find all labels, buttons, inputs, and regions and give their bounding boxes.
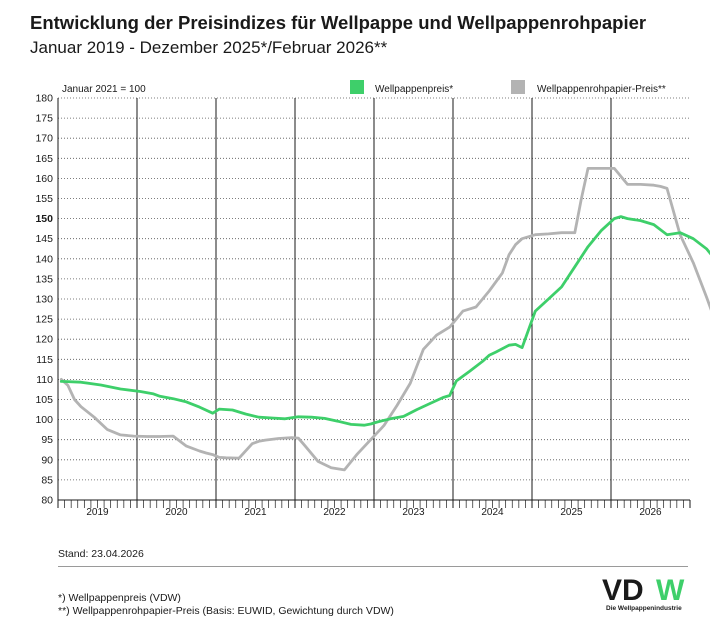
y-tick-label: 80 [41, 495, 53, 507]
x-tick-label: 2020 [165, 507, 188, 518]
y-tick-label: 140 [35, 253, 53, 265]
y-tick-label: 125 [35, 314, 53, 326]
series-line-rohpapier [59, 166, 710, 472]
y-tick-label: 180 [35, 93, 53, 105]
legend-label: Wellpappenrohpapier-Preis** [537, 84, 666, 95]
y-tick-label: 145 [35, 233, 53, 245]
divider [58, 566, 688, 567]
x-tick-label: 2019 [86, 507, 109, 518]
y-tick-label: 110 [36, 374, 53, 386]
x-tick-label: 2025 [560, 507, 583, 518]
legend-label: Wellpappenpreis* [375, 84, 453, 95]
legend-swatch [350, 80, 364, 94]
legend-swatch [511, 80, 525, 94]
y-tick-label: 95 [41, 434, 53, 446]
y-tick-label: 105 [35, 394, 53, 406]
y-tick-label: 100 [35, 414, 53, 426]
y-tick-label: 120 [35, 334, 53, 346]
line-chart: 80 85 90 95 100 105 110 115 120 125 130 135 140 145 15… [35, 80, 710, 518]
y-tick-label: 155 [35, 193, 53, 205]
footnote-wellpappenpreis: *) Wellpappenpreis (VDW) [58, 592, 181, 604]
y-tick-label: 90 [41, 454, 53, 466]
y-tick-label: 175 [35, 113, 53, 125]
chart-subtitle: Januar 2019 - Dezember 2025*/Februar 202… [30, 38, 388, 57]
x-tick-label: 2023 [402, 507, 425, 518]
stand-date: Stand: 23.04.2026 [58, 548, 144, 560]
svg-text:VD: VD [602, 574, 644, 607]
index-note: Januar 2021 = 100 [62, 84, 146, 95]
svg-text:W: W [656, 574, 685, 607]
vdw-logo: VD W [602, 574, 685, 607]
y-tick-label: 170 [35, 133, 53, 145]
chart-title: Entwicklung der Preisindizes für Wellpap… [30, 12, 647, 33]
x-tick-label: 2026 [639, 507, 662, 518]
y-tick-label: 115 [36, 354, 53, 366]
y-tick-label: 130 [35, 294, 53, 306]
y-tick-label: 165 [35, 153, 53, 165]
logo-tagline: Die Wellpappenindustrie [606, 605, 682, 612]
x-tick-label: 2022 [323, 507, 346, 518]
y-tick-label: 160 [35, 173, 53, 185]
series-line-wellpappenpreis [59, 215, 710, 427]
footnote-rohpapier: **) Wellpappenrohpapier-Preis (Basis: EU… [58, 605, 394, 617]
x-tick-label: 2021 [244, 507, 267, 518]
y-tick-label: 150 [35, 213, 53, 225]
y-tick-label: 85 [41, 474, 53, 486]
y-tick-label: 135 [35, 273, 53, 285]
x-tick-label: 2024 [481, 507, 504, 518]
